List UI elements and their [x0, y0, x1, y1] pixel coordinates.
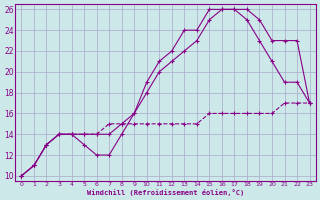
- X-axis label: Windchill (Refroidissement éolien,°C): Windchill (Refroidissement éolien,°C): [87, 189, 244, 196]
